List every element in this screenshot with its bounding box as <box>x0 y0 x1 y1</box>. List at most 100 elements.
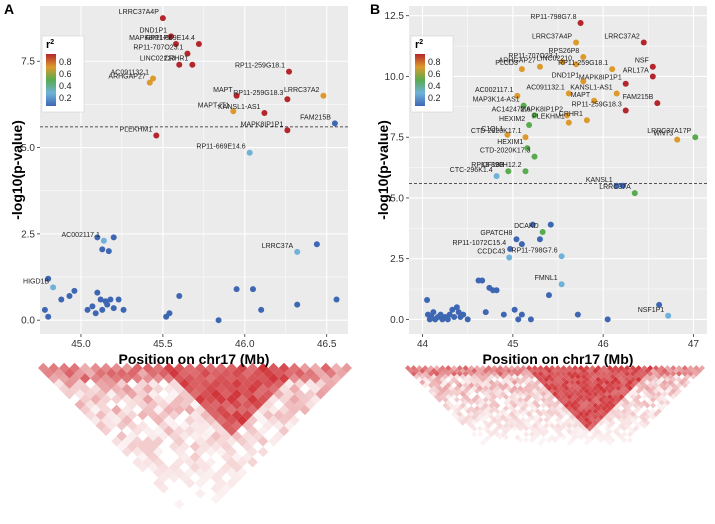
data-point-lrrc37a4p[interactable] <box>159 15 166 22</box>
data-point-linc02210[interactable] <box>176 61 183 68</box>
data-point[interactable] <box>464 316 471 323</box>
data-point-rp11-707o23.1[interactable] <box>559 58 566 65</box>
data-point-mapt[interactable] <box>591 97 598 104</box>
data-point-lrrc37a2[interactable] <box>320 92 327 99</box>
data-point[interactable] <box>333 296 340 303</box>
data-point[interactable] <box>92 310 99 317</box>
data-point-ccdc43[interactable] <box>506 254 513 261</box>
data-point[interactable] <box>45 313 52 320</box>
data-point[interactable] <box>89 303 96 310</box>
data-point-dcakd[interactable] <box>539 228 546 235</box>
data-point[interactable] <box>545 292 552 299</box>
data-point-dnd1p1[interactable] <box>580 78 587 85</box>
data-point[interactable] <box>105 248 112 255</box>
data-point-plcd3[interactable] <box>518 66 525 73</box>
data-point[interactable] <box>166 310 173 317</box>
data-point[interactable] <box>437 311 444 318</box>
data-point[interactable] <box>515 316 522 323</box>
data-point[interactable] <box>110 305 117 312</box>
data-point-kansl1-as1[interactable] <box>613 90 620 97</box>
data-point-rp11-798g7.6[interactable] <box>558 253 565 260</box>
data-point-kif18b[interactable] <box>505 168 512 175</box>
data-point-mapk8ip1p2[interactable] <box>564 112 571 119</box>
data-point-rp11-669e14.6[interactable] <box>246 149 253 156</box>
data-point-ac091132.1[interactable] <box>150 75 157 82</box>
data-point[interactable] <box>482 309 489 316</box>
data-point[interactable] <box>536 236 543 243</box>
data-point-plekhm1[interactable] <box>153 132 160 139</box>
data-point[interactable] <box>249 286 256 293</box>
data-point-hexim2[interactable] <box>526 122 533 129</box>
data-point-ac091132.1[interactable] <box>565 90 572 97</box>
data-point[interactable] <box>41 306 48 313</box>
data-point-ctd-2020k17.1[interactable] <box>522 134 529 141</box>
data-point-fam215b[interactable] <box>331 120 338 127</box>
data-point[interactable] <box>94 289 101 296</box>
data-point[interactable] <box>656 301 663 308</box>
data-point-mapt[interactable] <box>233 92 240 99</box>
data-point-rp11-259g18.3[interactable] <box>284 96 291 103</box>
data-point[interactable] <box>620 182 627 189</box>
data-point-c1ql1[interactable] <box>504 131 511 138</box>
data-point[interactable] <box>446 311 453 318</box>
data-point-arhgap27[interactable] <box>536 63 543 70</box>
data-point[interactable] <box>430 309 437 316</box>
data-point-rp13-890h12.2[interactable] <box>522 168 529 175</box>
data-point-mapk8ip1p1[interactable] <box>622 80 629 87</box>
data-point[interactable] <box>58 296 65 303</box>
data-point[interactable] <box>45 275 52 282</box>
data-point-nsf[interactable] <box>649 63 656 70</box>
data-point-linc02210[interactable] <box>573 61 580 68</box>
data-point[interactable] <box>99 246 106 253</box>
data-point[interactable] <box>547 221 554 228</box>
data-point-mapk8ip1p1[interactable] <box>284 127 291 134</box>
data-point[interactable] <box>451 313 458 320</box>
data-point-gpatch8[interactable] <box>513 236 520 243</box>
data-point[interactable] <box>258 306 265 313</box>
data-point[interactable] <box>460 311 467 318</box>
data-point-lrrc37a[interactable] <box>294 248 301 255</box>
data-point[interactable] <box>99 306 106 313</box>
data-point[interactable] <box>104 301 111 308</box>
data-point[interactable] <box>313 241 320 248</box>
data-point[interactable] <box>604 316 611 323</box>
data-point[interactable] <box>120 306 127 313</box>
data-point-lrrc37a4p[interactable] <box>573 39 580 46</box>
data-point[interactable] <box>455 309 462 316</box>
data-point-ctc-296k1.4[interactable] <box>493 173 500 180</box>
data-point[interactable] <box>449 306 456 313</box>
data-point[interactable] <box>110 234 117 241</box>
data-point-fmnl1[interactable] <box>558 281 565 288</box>
data-point[interactable] <box>294 301 301 308</box>
data-point[interactable] <box>527 316 534 323</box>
data-point-plekhm1[interactable] <box>565 119 572 126</box>
data-point-crhr1[interactable] <box>583 117 590 124</box>
data-point[interactable] <box>233 286 240 293</box>
data-point-rp11-259g18.3[interactable] <box>622 107 629 114</box>
data-point[interactable] <box>84 306 91 313</box>
data-point-hexim1[interactable] <box>524 145 531 152</box>
data-point[interactable] <box>518 241 525 248</box>
data-point[interactable] <box>444 316 451 323</box>
data-point-dnd1p1[interactable] <box>168 33 175 40</box>
data-point-map3k14-as1[interactable] <box>520 102 527 109</box>
data-point[interactable] <box>424 296 431 303</box>
data-point[interactable] <box>500 311 507 318</box>
data-point[interactable] <box>71 287 78 294</box>
data-point-lrrc37a2[interactable] <box>640 39 647 46</box>
data-point-higd1b[interactable] <box>50 284 57 291</box>
data-point-lrrc37a17p[interactable] <box>692 134 699 141</box>
data-point-rp11-669e14.4[interactable] <box>195 40 202 47</box>
data-point-ac002117.1[interactable] <box>100 237 107 244</box>
data-point-kansl1-as1[interactable] <box>261 110 268 117</box>
data-point-rp11-707o23.1[interactable] <box>184 50 191 57</box>
data-point[interactable] <box>493 287 500 294</box>
data-point-rps26p8[interactable] <box>580 54 587 61</box>
data-point-kansl1[interactable] <box>613 182 620 189</box>
data-point-rp11-798g7.8[interactable] <box>577 20 584 27</box>
data-point[interactable] <box>518 311 525 318</box>
data-point[interactable] <box>511 306 518 313</box>
data-point[interactable] <box>529 221 536 228</box>
data-point-ctd-2020k17.3[interactable] <box>531 153 538 160</box>
data-point-rp11-1072c15.4[interactable] <box>507 245 514 252</box>
